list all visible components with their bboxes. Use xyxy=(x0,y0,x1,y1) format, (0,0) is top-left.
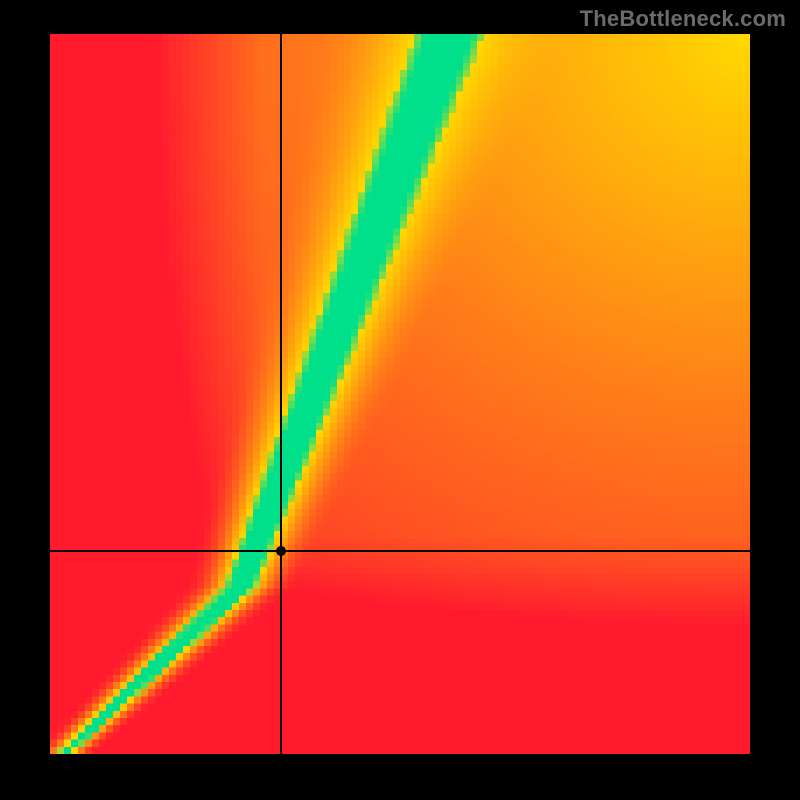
bottleneck-heatmap xyxy=(50,34,750,754)
marker-dot xyxy=(276,546,286,556)
plot-area xyxy=(50,34,750,754)
watermark-text: TheBottleneck.com xyxy=(580,6,786,32)
crosshair-horizontal xyxy=(50,550,750,552)
crosshair-vertical xyxy=(280,34,282,754)
